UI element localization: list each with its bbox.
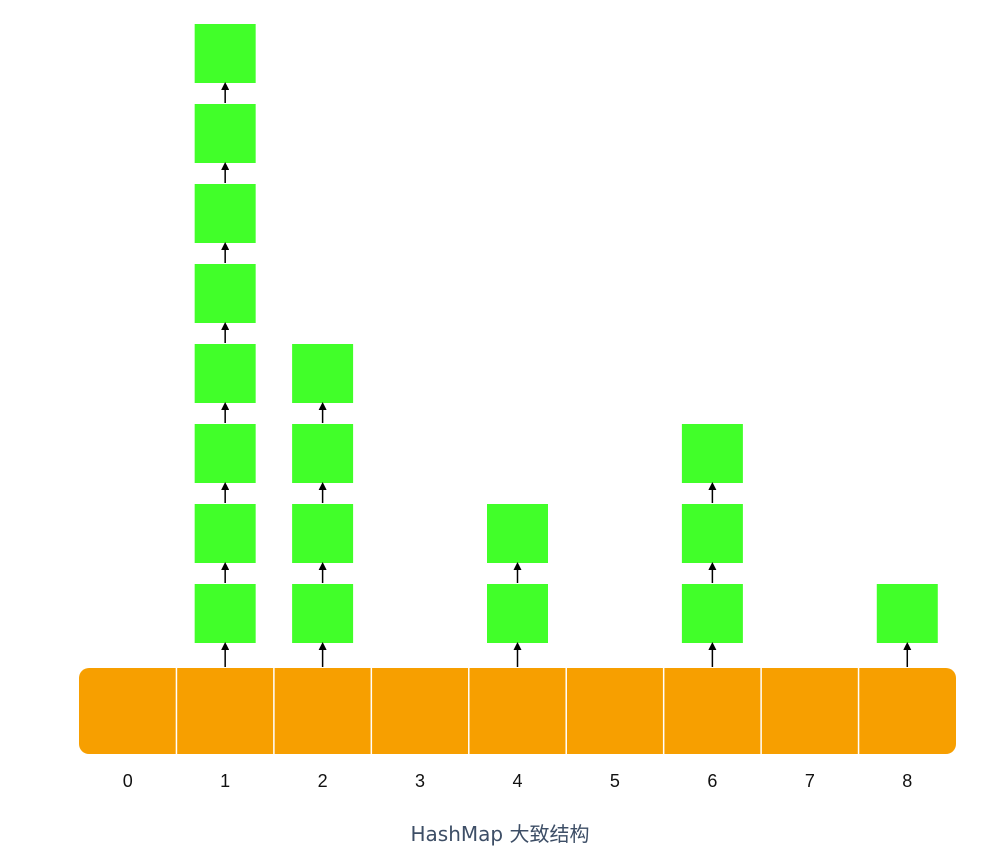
linked-list-node <box>292 504 354 563</box>
linked-list-node <box>292 424 354 483</box>
linked-list-node <box>194 424 256 483</box>
linked-list-node <box>292 344 354 403</box>
linked-list-node <box>292 584 354 643</box>
linked-list-node <box>487 504 548 563</box>
bucket-index-label: 1 <box>220 771 230 791</box>
linked-list-node <box>194 344 256 403</box>
index-labels: 0 1 2 3 4 5 6 7 8 <box>123 771 913 791</box>
linked-list-node <box>487 584 548 643</box>
linked-list-node <box>681 424 743 483</box>
bucket-index-label: 4 <box>512 771 522 791</box>
linked-nodes-layer <box>194 24 938 667</box>
linked-list-node <box>681 584 743 643</box>
linked-list-node <box>876 584 938 643</box>
bucket-array <box>79 668 956 754</box>
linked-list-node <box>194 584 256 643</box>
bucket-index-label: 3 <box>415 771 425 791</box>
linked-list-node <box>681 504 743 563</box>
linked-list-node <box>194 504 256 563</box>
linked-list-node <box>194 104 256 163</box>
linked-list-node <box>194 184 256 243</box>
bucket-index-label: 8 <box>902 771 912 791</box>
bucket-index-label: 7 <box>805 771 815 791</box>
bucket-index-label: 0 <box>123 771 133 791</box>
linked-list-node <box>194 264 256 323</box>
bucket-index-label: 2 <box>318 771 328 791</box>
linked-list-node <box>194 24 256 83</box>
bucket-index-label: 5 <box>610 771 620 791</box>
diagram-caption: HashMap 大致结构 <box>410 822 590 846</box>
bucket-index-label: 6 <box>707 771 717 791</box>
bucket-array-bar <box>79 668 956 754</box>
